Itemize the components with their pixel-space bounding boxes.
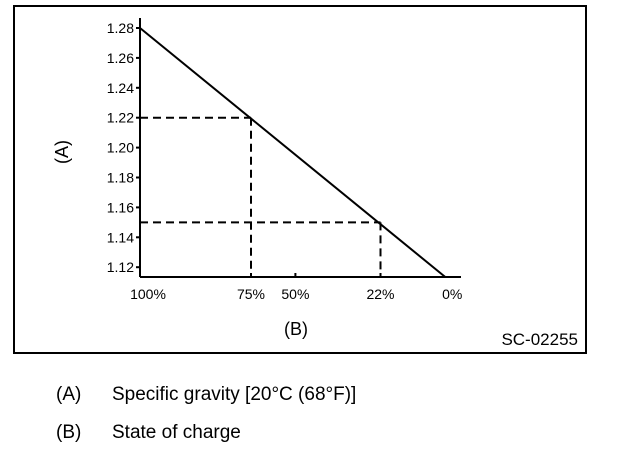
y-tick-label: 1.18 — [107, 170, 134, 186]
frame — [13, 5, 587, 354]
legend-key: (B) — [56, 422, 82, 443]
legend-item-a: (A) Specific gravity [20°C (68°F)] — [56, 384, 356, 406]
y-tick-label: 1.22 — [107, 110, 134, 126]
y-tick-label: 1.12 — [107, 259, 134, 275]
legend-text: State of charge — [112, 422, 241, 443]
y-axis-label: (A) — [52, 140, 72, 164]
y-tick-label: 1.14 — [107, 229, 134, 245]
x-tick-label: 50% — [281, 286, 309, 302]
legend-key: (A) — [56, 384, 82, 405]
y-tick-label: 1.16 — [107, 199, 134, 215]
y-tick-label: 1.28 — [107, 20, 134, 36]
series-line — [139, 27, 446, 278]
x-tick-label: 0% — [442, 286, 462, 302]
legend-item-b: (B) State of charge — [56, 422, 241, 444]
x-axis-label: (B) — [284, 319, 308, 339]
y-tick-label: 1.26 — [107, 50, 134, 66]
legend-text: Specific gravity [20°C (68°F)] — [112, 384, 357, 405]
y-tick-label: 1.24 — [107, 80, 134, 96]
x-tick-label: 22% — [366, 286, 394, 302]
x-tick-label: 100% — [130, 286, 166, 302]
x-tick-label: 75% — [237, 286, 265, 302]
figure-code: SC-02255 — [501, 330, 578, 349]
y-tick-label: 1.20 — [107, 140, 134, 156]
